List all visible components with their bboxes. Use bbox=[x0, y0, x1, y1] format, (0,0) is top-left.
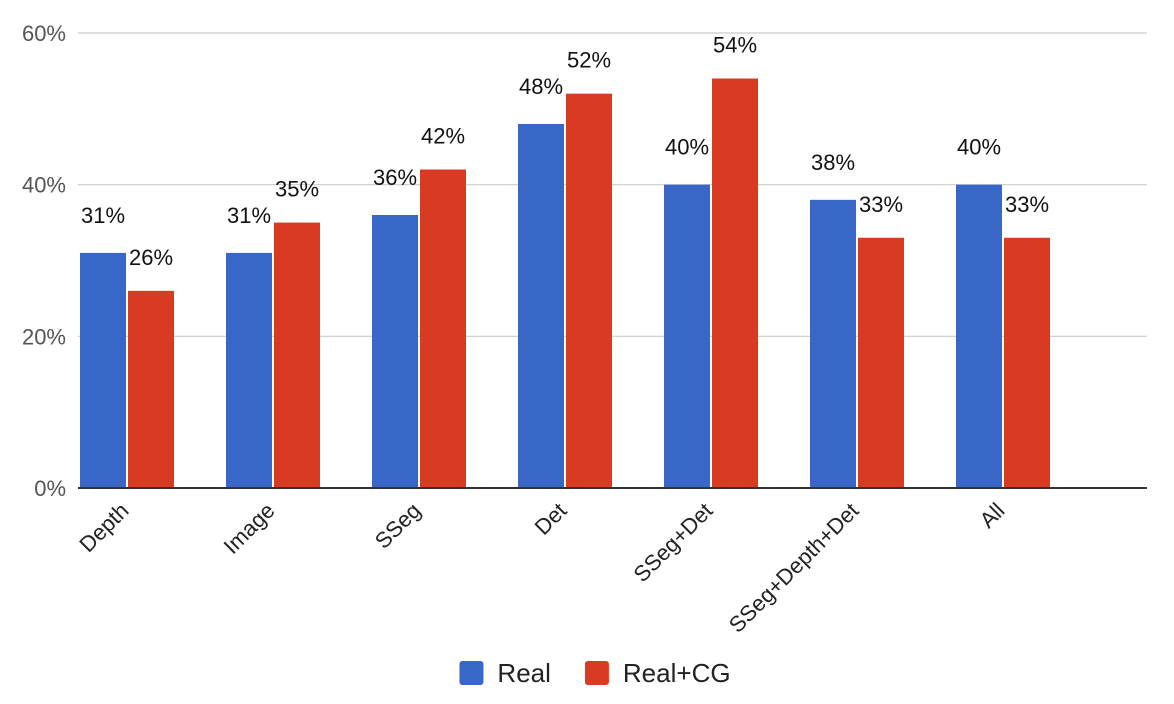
bar-real-cg-all bbox=[1004, 237, 1050, 488]
legend-item: Real bbox=[459, 658, 551, 688]
bar-real-sseg bbox=[372, 215, 418, 488]
bar-real-cg-det bbox=[566, 93, 612, 489]
legend-swatch bbox=[459, 661, 484, 685]
x-category-label: All bbox=[975, 498, 1010, 533]
x-axis-categories: Depth Image SSeg Det SSeg+Det SSeg+Depth+Det A… bbox=[74, 498, 1009, 638]
y-tick-label: 0% bbox=[34, 476, 66, 501]
data-label: 54% bbox=[713, 33, 757, 58]
y-tick-label: 40% bbox=[22, 173, 66, 198]
bar-real-all bbox=[956, 184, 1002, 488]
data-labels: 31%26%31%35% 36%42%48%52%40%54%38%33%40%3… bbox=[81, 33, 1049, 270]
x-category-label: Det bbox=[530, 498, 572, 540]
bar-real-det bbox=[518, 124, 564, 488]
data-label: 33% bbox=[859, 192, 903, 217]
data-label: 26% bbox=[129, 245, 173, 270]
x-category-label: Image bbox=[219, 498, 280, 559]
bar-real-sseg-depth-det bbox=[810, 199, 856, 489]
y-tick-label: 20% bbox=[22, 324, 66, 349]
data-label: 31% bbox=[81, 203, 125, 228]
data-label: 52% bbox=[567, 48, 611, 73]
bars bbox=[80, 78, 1050, 489]
legend: Real Real+CG bbox=[459, 658, 731, 688]
legend-item: Real+CG bbox=[584, 658, 731, 688]
data-label: 38% bbox=[811, 150, 855, 175]
legend-swatch bbox=[584, 661, 609, 685]
x-category-label: SSeg+Det bbox=[629, 498, 718, 587]
y-tick-label: 60% bbox=[22, 21, 66, 46]
data-label: 42% bbox=[421, 124, 465, 149]
x-category-label: SSeg bbox=[370, 498, 426, 554]
bar-real-cg-sseg-depth-det bbox=[858, 237, 904, 488]
data-label: 31% bbox=[227, 203, 271, 228]
bar-real-depth bbox=[80, 252, 126, 488]
data-label: 36% bbox=[373, 165, 417, 190]
legend-label: Real bbox=[497, 658, 550, 688]
y-axis-ticks: 0% 20% 40% 60% bbox=[22, 21, 66, 501]
data-label: 33% bbox=[1005, 192, 1049, 217]
data-label: 35% bbox=[275, 177, 319, 202]
bar-real-sseg-det bbox=[664, 184, 710, 488]
bar-real-cg-image bbox=[274, 222, 320, 489]
data-label: 40% bbox=[957, 135, 1001, 160]
bar-real-cg-sseg-det bbox=[712, 78, 758, 488]
legend-label: Real+CG bbox=[623, 658, 731, 688]
bar-real-cg-sseg bbox=[420, 169, 466, 488]
x-category-label: SSeg+Depth+Det bbox=[724, 498, 864, 638]
x-category-label: Depth bbox=[74, 498, 133, 557]
data-label: 40% bbox=[665, 135, 709, 160]
bar-real-image bbox=[226, 252, 272, 488]
data-label: 48% bbox=[519, 74, 563, 99]
bar-real-cg-depth bbox=[128, 290, 174, 488]
